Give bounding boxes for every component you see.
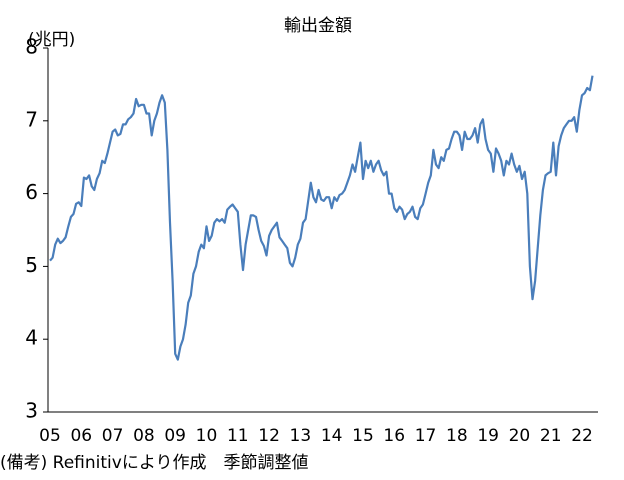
x-tick-label: 14 bbox=[321, 426, 343, 446]
chart-title: 輸出金額 bbox=[284, 16, 352, 36]
data-line bbox=[49, 75, 594, 361]
x-tick-label: 11 bbox=[227, 426, 249, 446]
y-tick-label: 4 bbox=[25, 326, 38, 350]
x-tick-label: 20 bbox=[509, 426, 531, 446]
x-tick-label: 17 bbox=[415, 426, 437, 446]
x-tick-label: 22 bbox=[571, 426, 593, 446]
y-tick-label: 6 bbox=[25, 180, 38, 204]
y-tick-label: 7 bbox=[25, 107, 38, 131]
x-tick-label: 10 bbox=[196, 426, 218, 446]
y-axis-label: (兆円) bbox=[28, 30, 75, 50]
y-tick-label: 5 bbox=[25, 253, 38, 277]
x-tick-label: 12 bbox=[258, 426, 280, 446]
x-tick-label: 18 bbox=[446, 426, 468, 446]
note: (備考) Refinitivにより作成 季節調整値 bbox=[0, 453, 309, 473]
x-tick-label: 13 bbox=[290, 426, 312, 446]
x-tick-label: 16 bbox=[383, 426, 405, 446]
x-tick-label: 19 bbox=[477, 426, 499, 446]
x-tick-label: 15 bbox=[352, 426, 374, 446]
y-tick-label: 8 bbox=[25, 35, 38, 59]
x-tick-label: 21 bbox=[540, 426, 562, 446]
x-tick-label: 08 bbox=[133, 426, 155, 446]
x-tick-label: 07 bbox=[102, 426, 124, 446]
x-tick-label: 06 bbox=[70, 426, 92, 446]
x-tick-label: 05 bbox=[39, 426, 61, 446]
x-tick-label: 09 bbox=[164, 426, 186, 446]
y-tick-label: 3 bbox=[25, 399, 38, 423]
